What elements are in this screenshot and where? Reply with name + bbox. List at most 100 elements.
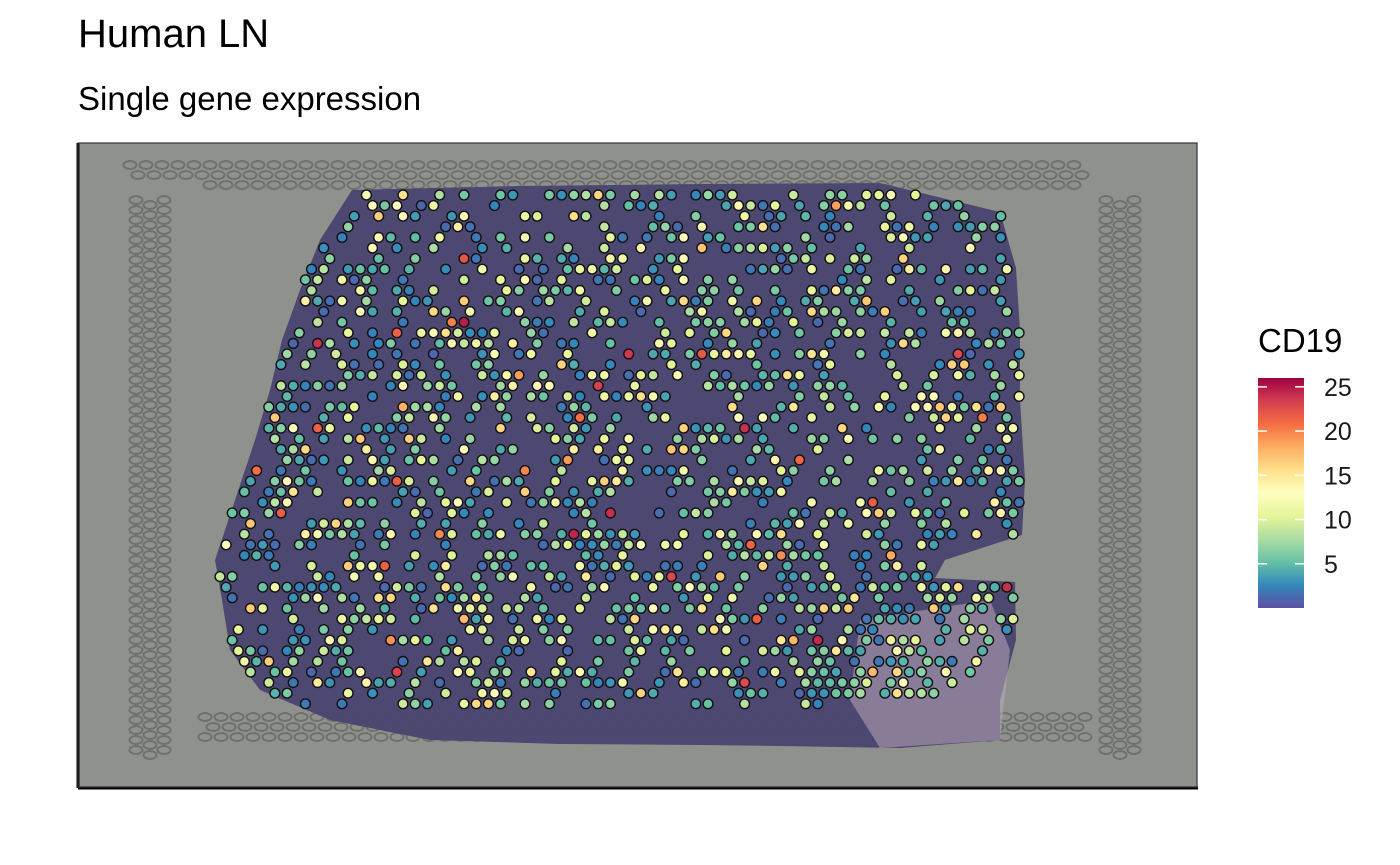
spot (635, 602, 647, 615)
fiducial-ring (1112, 680, 1128, 690)
fiducial-ring (1098, 315, 1114, 325)
spot (373, 465, 385, 477)
spot (751, 528, 763, 540)
spot (665, 359, 678, 371)
spot (543, 570, 556, 583)
spot (995, 210, 1007, 222)
spot (708, 327, 720, 339)
fiducial-ring (538, 160, 554, 170)
spot (885, 549, 897, 562)
spot (653, 465, 665, 477)
spot (873, 465, 885, 477)
fiducial-ring (1069, 722, 1085, 732)
spot (318, 242, 330, 254)
spot (312, 422, 324, 434)
spot (958, 316, 970, 328)
spot (440, 327, 452, 339)
spot (562, 390, 574, 403)
spot (598, 433, 610, 445)
spot (470, 676, 482, 689)
spot (775, 295, 787, 307)
spot (397, 274, 409, 286)
spot (373, 422, 385, 434)
spot (635, 242, 647, 254)
spot (293, 645, 305, 657)
fiducial-ring (156, 275, 172, 285)
spot (818, 433, 830, 445)
spot (921, 380, 934, 392)
spot (867, 666, 879, 678)
fiducial-ring (142, 200, 158, 210)
fiducial-ring (156, 245, 172, 255)
spot (915, 560, 928, 572)
fiducial-ring (1112, 290, 1128, 300)
fiducial-ring (156, 585, 172, 595)
spot (799, 507, 812, 519)
spot (251, 549, 263, 562)
spot (818, 560, 830, 572)
spot (555, 189, 568, 201)
fiducial-ring (156, 435, 172, 445)
spot (897, 337, 909, 350)
fiducial-ring (156, 725, 172, 735)
spot (860, 253, 873, 265)
spot (1013, 496, 1025, 509)
spot (434, 486, 446, 498)
spot (354, 306, 366, 318)
fiducial-ring (242, 170, 258, 180)
spot (244, 517, 257, 530)
spot (568, 253, 580, 265)
spot (427, 327, 440, 339)
spot (470, 401, 482, 413)
spot (555, 634, 568, 646)
fiducial-ring (194, 170, 210, 180)
fiducial-ring (914, 170, 930, 180)
spot (836, 676, 848, 689)
fiducial-ring (154, 160, 170, 170)
spot (324, 380, 336, 392)
spot (604, 316, 617, 328)
fiducial-ring (325, 732, 341, 742)
fiducial-ring (1098, 645, 1114, 655)
spot (543, 676, 556, 689)
spot (921, 528, 934, 540)
spot (848, 655, 861, 668)
fiducial-ring (142, 260, 158, 270)
fiducial-ring (618, 160, 634, 170)
fiducial-ring (142, 480, 158, 490)
spot (409, 486, 421, 498)
spot (488, 390, 501, 403)
fiducial-ring (1050, 180, 1066, 190)
spot (580, 401, 592, 413)
spot (226, 507, 238, 519)
spot (342, 454, 354, 466)
fiducial-ring (1098, 695, 1114, 705)
spot (287, 592, 299, 604)
fiducial-ring (1098, 705, 1114, 715)
spot (397, 655, 409, 668)
fiducial-ring (128, 505, 144, 515)
spot (885, 465, 897, 477)
spot (732, 539, 745, 551)
fiducial-ring (156, 515, 172, 525)
spot (854, 666, 867, 678)
spot (659, 221, 671, 233)
spot (702, 549, 714, 562)
fiducial-ring (1018, 160, 1034, 170)
spot (519, 253, 531, 265)
spot (940, 200, 952, 212)
spot (555, 528, 568, 540)
spot (1001, 623, 1013, 636)
fiducial-ring (658, 170, 674, 180)
fiducial-ring (1098, 355, 1114, 365)
fiducial-ring (1112, 600, 1128, 610)
spot (519, 274, 531, 286)
fiducial-ring (386, 170, 402, 180)
spot (409, 634, 421, 646)
spot (629, 655, 641, 668)
spot (568, 486, 580, 498)
spot (738, 655, 751, 668)
spot (427, 412, 440, 424)
spot (501, 242, 513, 254)
spot (738, 676, 751, 689)
